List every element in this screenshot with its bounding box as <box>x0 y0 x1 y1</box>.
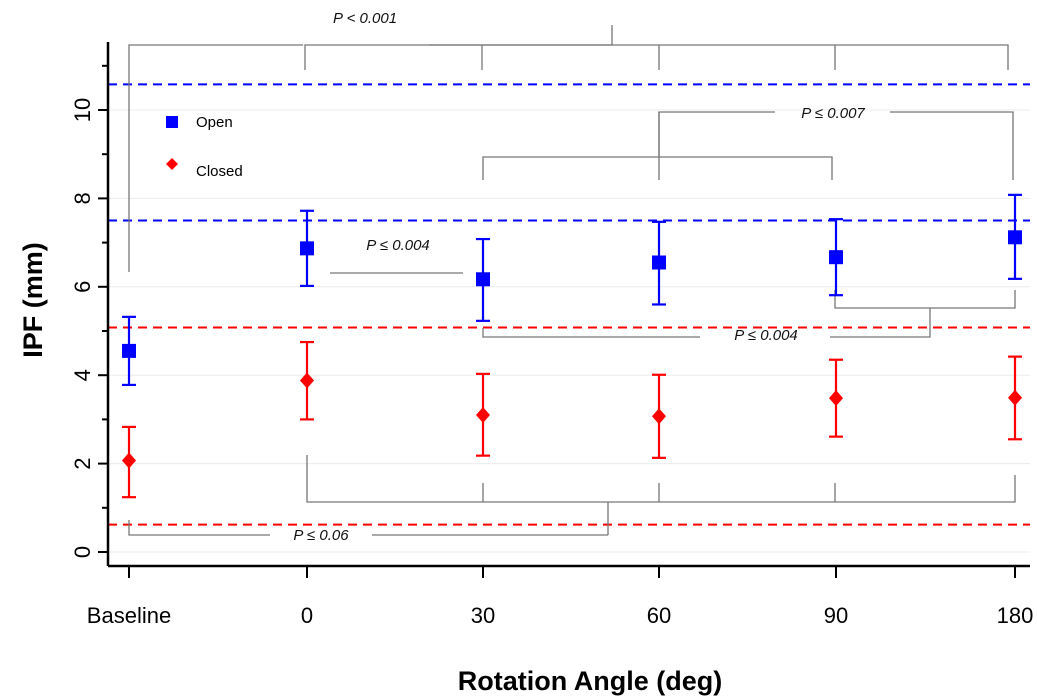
data-point-open <box>300 241 314 256</box>
y-tick-label: 6 <box>70 281 95 293</box>
x-tick-label: 60 <box>647 603 671 628</box>
y-tick-label: 2 <box>70 457 95 469</box>
data-point-closed <box>122 452 136 469</box>
x-tick-label: Baseline <box>87 603 171 628</box>
series-closed <box>122 340 1022 499</box>
annotation-p-le-0007: P ≤ 0.007 <box>801 105 865 122</box>
x-tick-label: 180 <box>997 603 1034 628</box>
data-point-closed <box>476 406 490 423</box>
data-series <box>122 193 1022 499</box>
annotation-p-le-0004-open-b: P ≤ 0.004 <box>734 327 798 344</box>
significance-bracket <box>658 111 1014 180</box>
significance-bracket <box>482 112 833 180</box>
annotation-p-lt-0001: P < 0.001 <box>333 10 397 27</box>
y-tick-label: 8 <box>70 192 95 204</box>
legend: Open Closed <box>166 114 243 180</box>
data-point-closed <box>1008 389 1022 406</box>
reference-lines <box>108 83 1030 526</box>
x-tick-label: 90 <box>824 603 848 628</box>
legend-closed-label: Closed <box>196 163 243 180</box>
significance-brackets <box>128 25 1016 536</box>
x-tick-label: 30 <box>471 603 495 628</box>
y-tick-label: 0 <box>70 546 95 558</box>
y-axis-title: IPF (mm) <box>18 242 48 358</box>
significance-bracket <box>304 25 1009 70</box>
legend-open-label: Open <box>196 114 233 131</box>
data-point-closed <box>829 390 843 407</box>
grid-lines <box>108 109 1030 553</box>
data-point-closed <box>652 408 666 425</box>
y-tick-label: 4 <box>70 369 95 381</box>
x-axis-title: Rotation Angle (deg) <box>458 666 722 696</box>
series-open <box>122 193 1022 387</box>
data-point-open <box>652 255 666 270</box>
y-tick-label: 10 <box>70 98 95 122</box>
annotation-p-le-006: P ≤ 0.06 <box>293 527 349 544</box>
legend-open-marker <box>166 116 178 128</box>
data-point-open <box>829 250 843 265</box>
legend-closed-marker <box>166 158 178 170</box>
data-point-closed <box>300 372 314 389</box>
significance-bracket <box>128 520 608 536</box>
significance-bracket <box>306 455 1016 535</box>
axes: 0 2 4 6 8 10 Baseline 0 30 60 90 180 <box>70 42 1034 628</box>
data-point-open <box>1008 230 1022 245</box>
annotation-p-le-0004-open-a: P ≤ 0.004 <box>366 237 430 254</box>
x-tick-label: 0 <box>301 603 313 628</box>
data-point-open <box>122 343 136 358</box>
data-point-open <box>476 272 490 287</box>
significance-bracket <box>482 290 1016 338</box>
